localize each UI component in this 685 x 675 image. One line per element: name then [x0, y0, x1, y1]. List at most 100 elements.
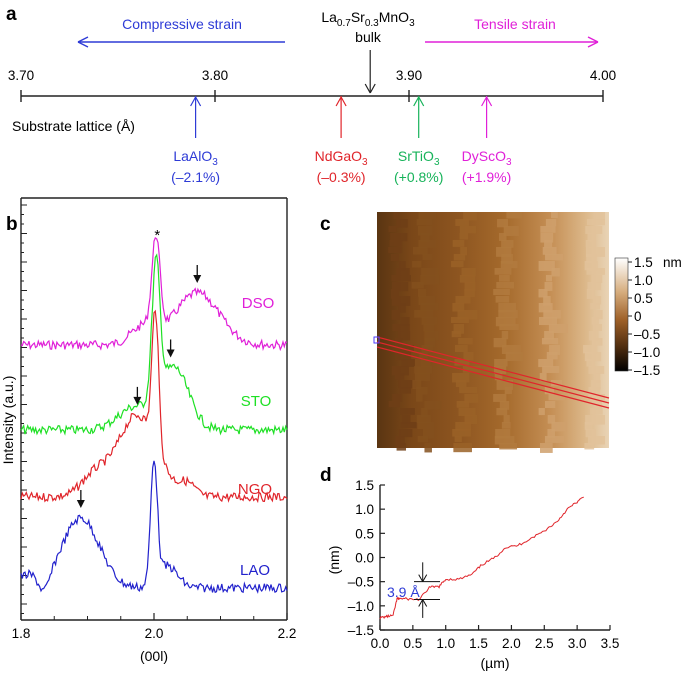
- terrace-island: [549, 345, 561, 355]
- terrace-island: [391, 366, 409, 376]
- profile-y-label: (nm): [326, 546, 342, 575]
- arrow-up-icon: [335, 96, 347, 107]
- terrace-island: [497, 219, 508, 228]
- terrace-island: [499, 324, 519, 331]
- terrace-island: [421, 408, 428, 418]
- terrace-island: [392, 324, 410, 332]
- substrate-markers: LaAlO3(–2.1%) NdGaO3(–0.3%) SrTiO3(+0.8%) D…: [171, 96, 512, 185]
- terrace-island: [459, 226, 477, 234]
- lattice-tick-label: 3.90: [396, 68, 422, 83]
- terrace-island: [417, 436, 429, 443]
- lattice-tick-label: 3.70: [8, 68, 34, 83]
- lattice-tick-label: 4.00: [590, 68, 616, 83]
- terrace-island: [414, 359, 431, 367]
- terrace-island: [424, 331, 439, 341]
- terrace-island: [494, 359, 508, 367]
- terrace-island: [540, 233, 554, 243]
- profile-y-tick-label: 1.5: [355, 478, 374, 493]
- terrace-island: [417, 289, 427, 297]
- step-height-label: 3.9 Å: [387, 584, 420, 600]
- terrace-island: [544, 401, 556, 408]
- terrace-island: [463, 212, 477, 221]
- terrace-island: [454, 345, 468, 352]
- terrace-island: [398, 345, 414, 352]
- terrace-island: [464, 289, 475, 298]
- terrace-island: [548, 394, 566, 401]
- arrow-up-icon: [413, 96, 425, 107]
- lattice-axis-ticks: 3.70 3.80 3.90 4.00: [8, 68, 616, 102]
- terrace-island: [397, 331, 411, 341]
- terrace-island: [455, 422, 472, 431]
- terrace-island: [457, 310, 478, 320]
- terrace-island: [454, 359, 470, 366]
- terrace-island: [585, 429, 596, 438]
- terrace-island: [498, 303, 517, 313]
- terrace-island: [590, 380, 601, 390]
- terrace-island: [500, 261, 518, 269]
- xrd-series-label: STO: [241, 393, 272, 410]
- xrd-series-dso: DSO: [20, 236, 288, 352]
- terrace-island: [551, 268, 560, 277]
- terrace-island: [586, 289, 595, 299]
- panel-label-b: b: [6, 214, 18, 235]
- terrace-island: [542, 366, 560, 373]
- terrace-island: [396, 219, 408, 228]
- terrace-island: [418, 240, 437, 248]
- terrace-island: [585, 226, 603, 234]
- terrace-island: [503, 226, 519, 236]
- terrace-island: [543, 296, 551, 306]
- terrace-island: [452, 303, 465, 312]
- terrace-island: [391, 310, 400, 320]
- compressive-strain-label: Compressive strain: [122, 16, 242, 32]
- terrace-island: [494, 373, 503, 381]
- terrace-island: [390, 233, 408, 242]
- terrace-island: [543, 310, 561, 319]
- tensile-strain-label: Tensile strain: [474, 16, 556, 32]
- terrace-island: [464, 282, 476, 291]
- colorbar-tick-label: 1.5: [634, 255, 653, 270]
- colorbar-tick-label: 1.0: [634, 273, 653, 288]
- terrace-island: [391, 275, 411, 282]
- terrace-island: [503, 415, 510, 424]
- terrace-island: [451, 261, 464, 268]
- terrace-island: [499, 233, 507, 241]
- arrow-down-icon: [166, 349, 175, 358]
- terrace-island: [494, 436, 515, 445]
- profile-x-tick-label: 1.5: [469, 636, 488, 651]
- height-profile-plot: 1.5 1.0 0.5 0.0 –0.5 –1.0 –1.5 0.0 0.5 1.0 1.5 2.0…: [326, 478, 619, 671]
- terrace-island: [544, 240, 553, 248]
- step-annotation: 3.9 Å: [387, 562, 440, 618]
- terrace-island: [462, 366, 481, 373]
- terrace-island: [551, 212, 558, 219]
- terrace-island: [493, 394, 507, 402]
- terrace-island: [495, 317, 516, 327]
- terrace-island: [548, 324, 568, 334]
- panel-label-c: c: [320, 214, 331, 235]
- terrace-island: [453, 324, 465, 334]
- terrace-island: [424, 338, 436, 348]
- terrace-island: [396, 443, 407, 451]
- terrace-island: [544, 331, 554, 340]
- afm-image: [373, 212, 610, 453]
- terrace-island: [401, 359, 421, 367]
- colorbar-unit: nm: [663, 255, 682, 270]
- terrace-island: [504, 387, 512, 395]
- terrace-island: [501, 331, 509, 340]
- terrace-island: [424, 443, 432, 453]
- substrate-name: NdGaO3: [315, 148, 368, 168]
- arrow-down-icon: [193, 274, 202, 283]
- terrace-island: [547, 429, 556, 438]
- profile-line: [379, 496, 584, 620]
- terrace-island: [545, 275, 553, 282]
- terrace-island: [550, 380, 563, 387]
- profile-x-tick-label: 1.0: [436, 636, 455, 651]
- terrace-island: [588, 331, 599, 341]
- terrace-island: [591, 394, 605, 401]
- terrace-island: [594, 310, 603, 320]
- terrace-island: [391, 296, 411, 306]
- terrace-island: [539, 373, 547, 382]
- profile-x-tick-label: 0.5: [403, 636, 422, 651]
- terrace-island: [418, 296, 436, 306]
- profile-y-tick-label: 1.0: [355, 502, 374, 517]
- terrace-island: [594, 373, 601, 383]
